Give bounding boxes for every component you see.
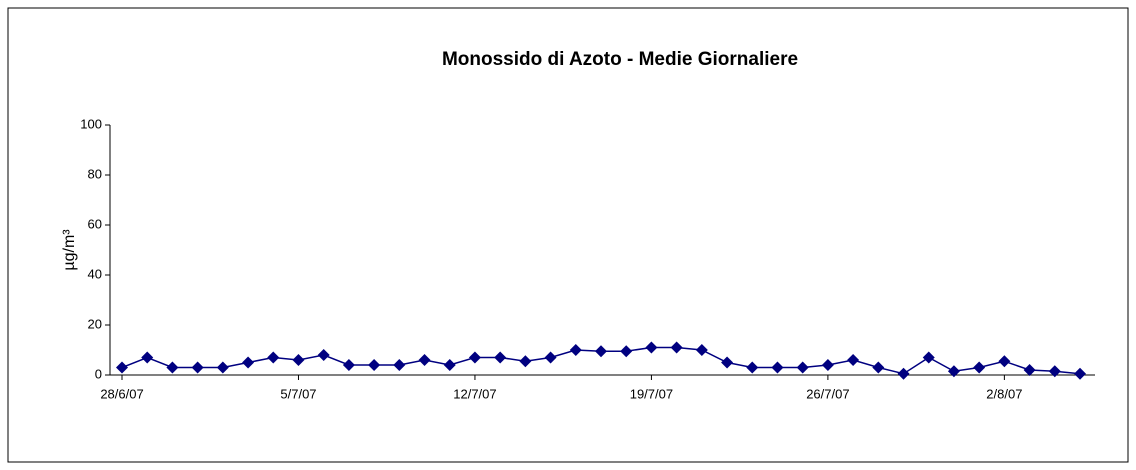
x-tick-label: 5/7/07 <box>280 386 316 401</box>
marker <box>141 351 154 364</box>
marker <box>191 361 204 374</box>
chart-frame <box>7 7 1129 463</box>
x-tick-label: 28/6/07 <box>100 386 143 401</box>
marker <box>1074 367 1086 380</box>
marker <box>544 351 557 364</box>
marker <box>897 367 910 380</box>
x-tick-label: 19/7/07 <box>630 386 673 401</box>
marker <box>670 341 683 354</box>
chart-title: Monossido di Azoto - Medie Giornaliere <box>442 49 798 70</box>
marker <box>645 341 658 354</box>
marker <box>973 361 986 374</box>
marker <box>771 361 784 374</box>
marker <box>821 359 834 371</box>
marker <box>947 365 960 378</box>
marker <box>746 361 759 374</box>
marker <box>116 361 128 374</box>
x-tick-label: 12/7/07 <box>453 386 496 401</box>
y-tick-label: 40 <box>88 266 102 281</box>
marker <box>267 351 280 364</box>
y-tick-label: 80 <box>88 166 102 181</box>
marker <box>292 354 305 366</box>
marker <box>443 359 456 371</box>
marker <box>1023 364 1036 376</box>
marker <box>368 359 381 371</box>
marker <box>519 355 532 368</box>
x-tick-label: 26/7/07 <box>806 386 849 401</box>
marker <box>242 356 255 369</box>
marker <box>872 361 885 374</box>
y-tick-label: 100 <box>80 116 102 131</box>
marker <box>166 361 179 374</box>
marker <box>796 361 809 374</box>
y-tick-label: 20 <box>88 316 102 331</box>
marker <box>922 351 935 364</box>
marker <box>998 355 1011 368</box>
marker <box>342 359 355 371</box>
marker <box>418 354 431 366</box>
y-tick-label: 60 <box>88 216 102 231</box>
marker <box>393 359 406 371</box>
marker <box>1048 365 1061 378</box>
marker <box>721 356 734 369</box>
y-axis-label: µg/m³ <box>61 229 78 271</box>
marker <box>620 345 633 358</box>
marker <box>569 344 582 356</box>
marker <box>847 354 860 366</box>
y-tick-label: 0 <box>95 366 102 381</box>
x-tick-label: 2/8/07 <box>986 386 1022 401</box>
marker <box>595 345 607 358</box>
marker <box>317 349 330 361</box>
marker <box>468 351 481 364</box>
marker <box>695 344 708 356</box>
marker <box>216 361 229 374</box>
marker <box>494 351 507 364</box>
